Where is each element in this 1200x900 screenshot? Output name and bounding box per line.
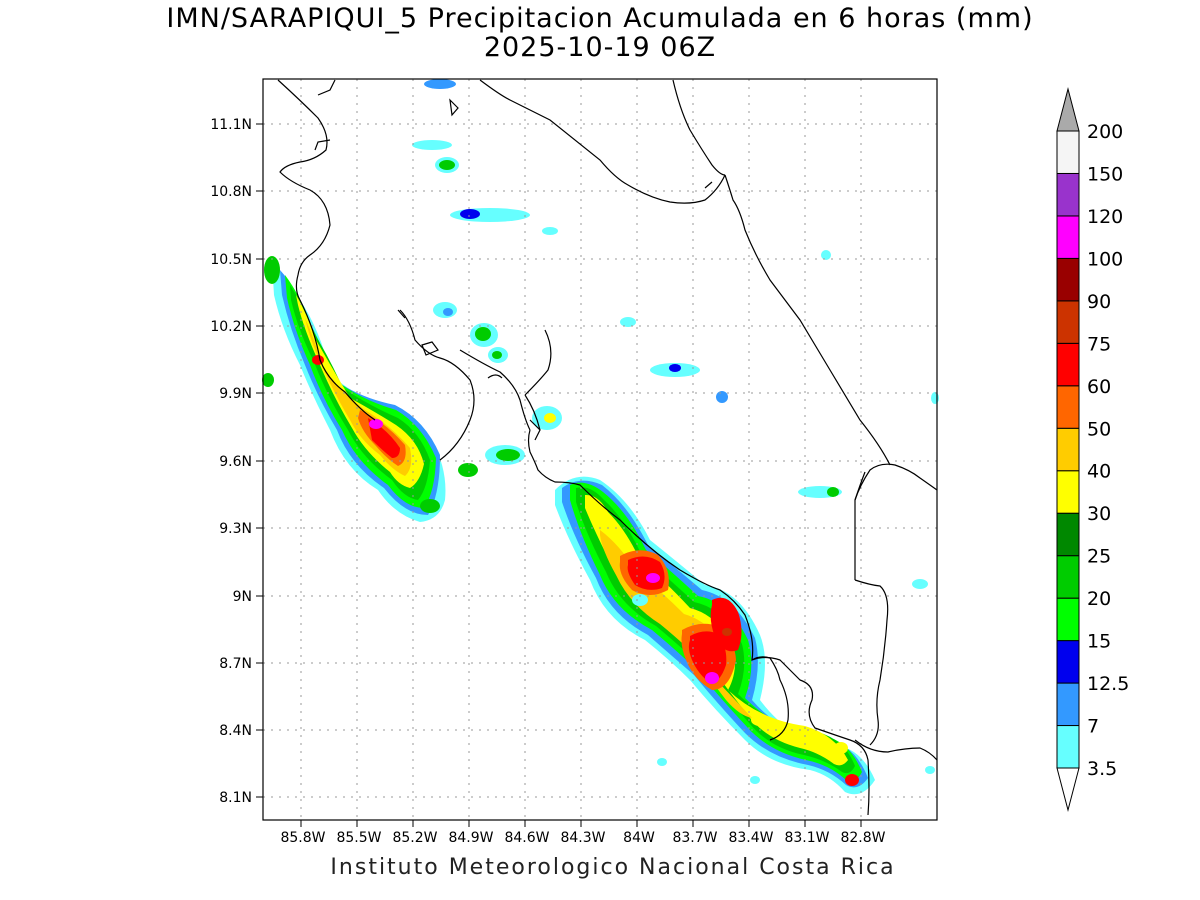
colorbar-label: 150: [1087, 163, 1123, 185]
lon-label: 83.1W: [784, 830, 829, 846]
colorbar-swatch: [1056, 640, 1080, 684]
lat-label: 10.5N: [210, 252, 252, 268]
colorbar-swatch: [1056, 300, 1080, 344]
colorbar-min-arrow: [1056, 767, 1080, 812]
colorbar-swatch: [1056, 555, 1080, 599]
lon-label: 84.6W: [504, 830, 549, 846]
colorbar-label: 120: [1087, 206, 1123, 228]
lon-label: 84W: [623, 830, 655, 846]
colorbar-label: 100: [1087, 248, 1123, 270]
lat-label: 9.6N: [219, 454, 252, 470]
colorbar-swatch: [1056, 682, 1080, 727]
colorbar-label: 40: [1087, 461, 1111, 483]
colorbar-max-arrow: [1056, 87, 1080, 132]
colorbar-swatch: [1056, 172, 1080, 217]
colorbar-label: 3.5: [1087, 758, 1117, 780]
colorbar-label: 25: [1087, 546, 1111, 568]
colorbar-label: 60: [1087, 376, 1111, 398]
colorbar-swatch: [1056, 427, 1080, 472]
colorbar-label: 12.5: [1087, 673, 1129, 695]
colorbar-label: 15: [1087, 631, 1111, 653]
colorbar-swatch: [1056, 470, 1080, 514]
lat-label: 9N: [233, 589, 252, 605]
colorbar-swatch: [1056, 342, 1080, 387]
lat-label: 9.9N: [219, 386, 252, 402]
lat-label: 8.7N: [219, 656, 252, 672]
colorbar-label: 200: [1087, 121, 1123, 143]
colorbar-label: 7: [1087, 716, 1099, 738]
colorbar-label: 75: [1087, 333, 1111, 355]
lon-label: 83.4W: [728, 830, 773, 846]
lon-label: 84.3W: [560, 830, 605, 846]
colorbar-swatch: [1056, 725, 1080, 769]
colorbar-swatch: [1056, 130, 1080, 174]
colorbar-swatch: [1056, 257, 1080, 302]
lat-label: 11.1N: [210, 117, 252, 133]
colorbar-label: 50: [1087, 418, 1111, 440]
precipitation-field: [262, 79, 939, 795]
map-title: IMN/SARAPIQUI_5 Precipitacion Acumulada …: [166, 3, 1034, 34]
colorbar-label: 30: [1087, 503, 1111, 525]
lon-label: 85.2W: [392, 830, 437, 846]
graticule: [263, 79, 937, 820]
coastlines: [277, 79, 938, 816]
map-border: [262, 78, 938, 821]
colorbar-label: 20: [1087, 588, 1111, 610]
lat-label: 10.2N: [210, 319, 252, 335]
colorbar-label: 90: [1087, 291, 1111, 313]
map-subtitle: 2025-10-19 06Z: [483, 32, 717, 63]
lon-label: 83.7W: [672, 830, 717, 846]
lon-label: 82.8W: [840, 830, 885, 846]
lat-axis: 11.1N 10.8N 10.5N 10.2N 9.9N 9.6N 9.3N 9…: [210, 117, 263, 806]
colorbar-swatch: [1056, 512, 1080, 557]
lon-label: 85.8W: [280, 830, 325, 846]
lat-label: 9.3N: [219, 521, 252, 537]
lat-label: 8.1N: [219, 790, 252, 806]
lon-axis: 85.8W 85.5W 85.2W 84.9W 84.6W 84.3W 84W …: [280, 820, 886, 846]
colorbar-swatch: [1056, 385, 1080, 429]
colorbar: 3.5 7 12.5 15 20 25 30 40 50 60 75 90 100 120 150 200: [1056, 87, 1129, 812]
colorbar-swatch: [1056, 597, 1080, 642]
lat-label: 10.8N: [210, 184, 252, 200]
lat-label: 8.4N: [219, 723, 252, 739]
lon-label: 85.5W: [336, 830, 381, 846]
lon-label: 84.9W: [448, 830, 493, 846]
colorbar-swatch: [1056, 215, 1080, 259]
footer-credit: Instituto Meteorologico Nacional Costa R…: [330, 855, 896, 880]
